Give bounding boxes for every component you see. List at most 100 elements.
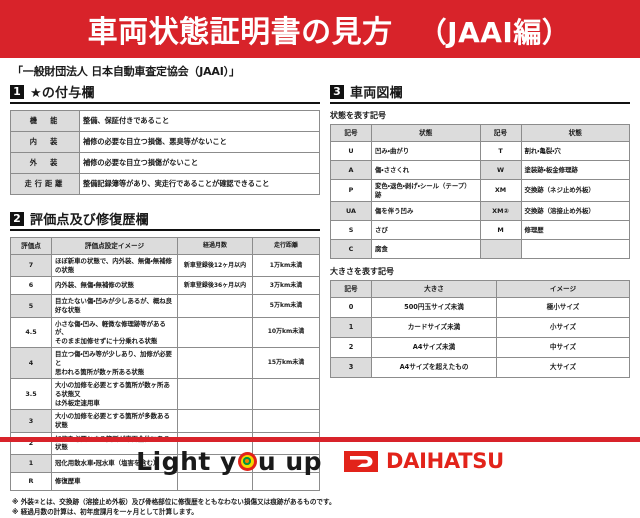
eval-distance-cell: 3万km未満: [252, 276, 320, 296]
state-sign-left-cell: S: [330, 220, 372, 241]
state-sign-right-cell: T: [479, 141, 522, 161]
eval-image-cell: 内外装、無傷・無補修の状態: [51, 276, 178, 296]
organization-subtitle: 「一般財団法人 日本自動車査定協会（JAAI）」: [12, 65, 240, 78]
eval-image-cell: 小さな傷・凹み、軽微な修理跡等があるが、 そのまま加修せずに十分乗れる状態: [51, 316, 178, 349]
state-desc-left-cell: 腐食: [371, 239, 481, 260]
table-row: 7 ほぼ新車の状態で、内外装、無傷・無補修の状態 新車登録後12ヶ月以内 1万km未満: [10, 253, 320, 278]
main-columns: 1 ★の付与欄 機 能 整備、保証付きであること 内 装 補修の必要な目立つ損傷…: [0, 82, 640, 491]
eval-score-cell: 6: [10, 276, 52, 296]
section-2-number: 2: [10, 211, 24, 226]
table-row: 外 装 補修の必要な目立つ損傷がないこと: [10, 152, 320, 174]
eval-image-cell: 大小の加修を必要とする箇所が多数ある状態: [51, 409, 178, 433]
eval-distance-cell: [252, 378, 320, 411]
table-row: 0 500円玉サイズ未満 極小サイズ: [330, 297, 630, 319]
table-header-row: 記号 大きさ イメージ: [330, 280, 630, 299]
state-sign-right-cell: M: [479, 220, 522, 241]
table-row: 6 内外装、無傷・無補修の状態 新車登録後36ヶ月以内 3万km未満: [10, 276, 320, 296]
size-value-cell: A4サイズを超えたもの: [371, 357, 497, 379]
col-header-image: 評価点設定イメージ: [51, 237, 178, 255]
star-row-text: 整備記録簿等があり、実走行であることが確認できること: [79, 173, 320, 195]
state-sign-left-cell: UA: [330, 201, 372, 222]
col-header-state-left: 状態: [371, 124, 481, 142]
table-row: P 変色・退色・剥げ・シール（テープ）跡 XM 交換跡（ネジ止め外板）: [330, 178, 630, 203]
star-row-text: 補修の必要な目立つ損傷、悪臭等がないこと: [79, 131, 320, 153]
state-desc-right-cell: 割れ・亀裂・穴: [520, 141, 630, 161]
state-desc-right-cell: 修理歴: [520, 220, 630, 241]
eval-months-cell: [177, 316, 253, 349]
section-1-heading: 1 ★の付与欄: [10, 82, 320, 104]
state-sign-left-cell: C: [330, 239, 372, 260]
eval-score-cell: 5: [10, 294, 52, 318]
size-value-cell: A4サイズ未満: [371, 337, 497, 359]
page-title-suffix: （JAAI編）: [418, 16, 571, 49]
table-row: S さび M 修理歴: [330, 220, 630, 241]
star-row-label: 内 装: [10, 131, 80, 153]
page-title-main: 車両状態証明書の見方: [87, 15, 393, 50]
size-image-cell: 極小サイズ: [496, 297, 630, 319]
table-row: 機 能 整備、保証付きであること: [10, 110, 320, 132]
size-image-cell: 中サイズ: [496, 337, 630, 359]
state-desc-left-cell: さび: [371, 220, 481, 241]
eval-months-cell: [177, 378, 253, 411]
state-sign-right-cell: XM: [479, 178, 522, 203]
table-row: UA 傷を伴う凹み XM② 交換跡（溶接止め外板）: [330, 201, 630, 222]
state-symbols-caption: 状態を表す記号: [330, 111, 386, 120]
eval-distance-cell: 5万km未満: [252, 294, 320, 318]
state-sign-left-cell: U: [330, 141, 372, 161]
table-row: 内 装 補修の必要な目立つ損傷、悪臭等がないこと: [10, 131, 320, 153]
state-desc-left-cell: 凹み・曲がり: [371, 141, 481, 161]
col-header-size: 大きさ: [371, 280, 497, 299]
size-image-cell: 大サイズ: [496, 357, 630, 379]
page-title: 車両状態証明書の見方 （JAAI編）: [88, 7, 571, 51]
eval-distance-cell: 10万km未満: [252, 316, 320, 349]
eval-score-cell: 7: [10, 253, 52, 278]
col-header-months: 経過月数: [177, 237, 253, 255]
table-header-row: 記号 状態 記号 状態: [330, 124, 630, 142]
section-1-title: ★の付与欄: [30, 86, 95, 101]
eval-distance-cell: [252, 409, 320, 433]
state-symbol-table: 記号 状態 記号 状態 U 凹み・曲がり T 割れ・亀裂・穴 A 傷・ささくれ W 塗装跡・板…: [330, 124, 630, 260]
table-row: C 腐食: [330, 239, 630, 260]
table-row: 1 冠化用散水車・冠水車（塩害を含む）: [10, 453, 320, 473]
col-header-sign-left: 記号: [330, 124, 372, 142]
eval-score-cell: 4: [10, 347, 52, 380]
eval-months-cell: [177, 294, 253, 318]
star-criteria-body: 機 能 整備、保証付きであること 内 装 補修の必要な目立つ損傷、悪臭等がないこ…: [10, 110, 320, 195]
section-3-number: 3: [330, 84, 344, 99]
state-sign-left-cell: A: [330, 160, 372, 180]
table-row: 5 目立たない傷・凹みが少しあるが、概ね良好な状態 5万km未満: [10, 294, 320, 318]
state-symbol-body: U 凹み・曲がり T 割れ・亀裂・穴 A 傷・ささくれ W 塗装跡・板金修理跡 P 変色・退色・剥…: [330, 141, 630, 260]
state-desc-right-cell: 交換跡（ネジ止め外板）: [520, 178, 630, 203]
size-symbols-caption: 大きさを表す記号: [330, 267, 394, 277]
state-symbol-head: 記号 状態 記号 状態: [330, 124, 630, 142]
col-header-distance: 走行距離: [252, 237, 320, 255]
star-row-text: 補修の必要な目立つ損傷がないこと: [79, 152, 320, 174]
footnote-2: ※ 経過月数の計算は、初年度課月を一ヶ月として計算します。: [12, 507, 198, 516]
footer-content: Light y u up DAIHATSU: [0, 442, 640, 480]
right-column: 3 車両図欄 状態を表す記号 記号 状態 記号 状態 U 凹み・曲がり T 割れ・亀裂…: [330, 82, 630, 491]
state-desc-right-cell: [520, 239, 630, 260]
table-row: 2 A4サイズ未満 中サイズ: [330, 337, 630, 359]
daihatsu-logo: DAIHATSU: [344, 449, 504, 473]
table-row: 1 カードサイズ未満 小サイズ: [330, 317, 630, 339]
tagline-after: u up: [257, 446, 323, 476]
eval-months-cell: 新車登録後36ヶ月以内: [177, 276, 253, 296]
daihatsu-wordmark: DAIHATSU: [386, 449, 504, 473]
star-criteria-table: 機 能 整備、保証付きであること 内 装 補修の必要な目立つ損傷、悪臭等がないこ…: [10, 110, 320, 195]
eval-score-cell: 3: [10, 409, 52, 433]
table-row: 3 A4サイズを超えたもの 大サイズ: [330, 357, 630, 379]
size-image-cell: 小サイズ: [496, 317, 630, 339]
daihatsu-emblem-icon: [344, 450, 379, 472]
star-row-label: 走行距離: [10, 173, 80, 195]
tagline-ring-core: [245, 459, 250, 463]
size-sign-cell: 3: [330, 357, 372, 379]
star-row-label: 外 装: [10, 152, 80, 174]
footnote-1: ※ 外装②とは、交換跡（溶接止め外板）及び骨格部位に修復歴をともなわない損傷又は…: [12, 497, 336, 506]
table-row: A 傷・ささくれ W 塗装跡・板金修理跡: [330, 160, 630, 180]
table-row: 4 目立つ傷・凹み等が少しあり、加修が必要と 思われる箇所が数ヶ所ある状態 15万km…: [10, 347, 320, 380]
eval-distance-cell: 15万km未満: [252, 347, 320, 380]
page-footer: Light y u up DAIHATSU: [0, 437, 640, 480]
eval-months-cell: [177, 409, 253, 433]
section-3-heading: 3 車両図欄: [330, 82, 630, 104]
state-desc-right-cell: 交換跡（溶接止め外板）: [520, 201, 630, 222]
